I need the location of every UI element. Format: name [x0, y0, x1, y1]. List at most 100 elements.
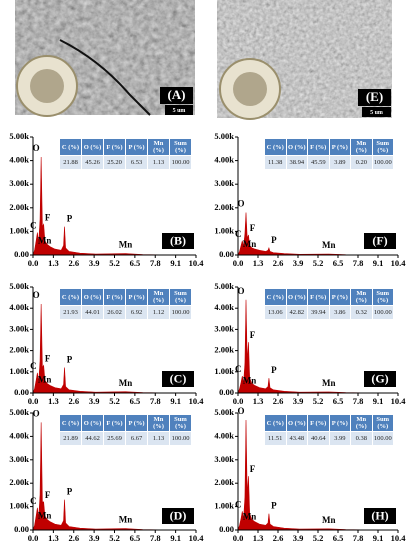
- data-cell: 44.01: [81, 305, 104, 320]
- panel-label: (C): [170, 371, 187, 385]
- data-cell: 0.32: [350, 305, 373, 320]
- data-cell: 44.62: [81, 431, 104, 446]
- peak-label: O: [33, 143, 40, 153]
- y-tick-label: 3.00k: [9, 454, 29, 464]
- peak-label: C: [235, 364, 242, 374]
- y-tick-label: 4.00k: [9, 430, 29, 440]
- y-tick-label: 3.00k: [214, 454, 234, 464]
- header-cell: Sum (%): [169, 414, 192, 432]
- y-tick-label: 0.00: [219, 387, 234, 397]
- peak-label: Mn: [119, 240, 133, 250]
- x-tick-label: 3.9: [89, 258, 100, 268]
- x-tick-label: 9.1: [373, 258, 384, 268]
- x-tick-label: 7.8: [353, 396, 364, 406]
- header-cell: Mn (%): [147, 288, 170, 306]
- x-tick-label: 1.3: [48, 258, 59, 268]
- header-cell: Sum (%): [169, 288, 192, 306]
- y-tick-label: 1.00k: [9, 366, 29, 376]
- header-cell: O (%): [81, 138, 104, 156]
- peak-label: O: [237, 406, 244, 416]
- header-cell: Mn (%): [147, 414, 170, 432]
- y-tick-label: 1.00k: [214, 501, 234, 511]
- data-cell: 1.13: [147, 155, 170, 170]
- data-cell: 26.02: [103, 305, 126, 320]
- header-cell: Mn (%): [147, 138, 170, 156]
- data-cell: 21.89: [59, 431, 82, 446]
- y-tick-label: 5.00k: [214, 407, 234, 417]
- header-cell: F (%): [103, 138, 126, 156]
- y-tick-label: 4.00k: [214, 155, 234, 165]
- x-tick-label: 10.4: [189, 533, 205, 543]
- data-row: 11.38 38.94 45.59 3.89 0.20 100.00: [264, 155, 394, 170]
- header-row: C (%) O (%) F (%) P (%) Mn (%) Sum (%): [59, 414, 192, 432]
- x-tick-label: 5.2: [109, 258, 120, 268]
- y-tick-label: 5.00k: [9, 281, 29, 291]
- y-tick-label: 1.00k: [9, 501, 29, 511]
- peak-label: O: [237, 286, 244, 296]
- y-tick-label: 2.00k: [214, 477, 234, 487]
- label-box: [160, 87, 193, 104]
- x-tick-label: 2.6: [273, 533, 284, 543]
- data-cell: 11.51: [264, 431, 287, 446]
- x-tick-label: 5.2: [109, 396, 120, 406]
- x-tick-label: 6.5: [130, 258, 141, 268]
- header-cell: Sum (%): [371, 288, 394, 306]
- header-row: C (%) O (%) F (%) P (%) Mn (%) Sum (%): [264, 414, 394, 432]
- y-tick-label: 3.00k: [9, 178, 29, 188]
- label-box: [364, 508, 396, 524]
- peak-label: F: [250, 330, 256, 340]
- peak-label: P: [271, 365, 277, 375]
- data-cell: 21.93: [59, 305, 82, 320]
- header-cell: C (%): [264, 288, 287, 306]
- x-tick-label: 1.3: [253, 533, 264, 543]
- header-cell: P (%): [125, 138, 148, 156]
- data-row: 13.06 42.82 39.94 3.86 0.32 100.00: [264, 305, 394, 320]
- scale-bar-label: 5 um: [173, 108, 186, 114]
- x-tick-label: 5.2: [313, 533, 324, 543]
- x-tick-label: 10.4: [189, 396, 205, 406]
- scale-bar-label: 5 um: [370, 110, 383, 116]
- peak-label: C: [235, 229, 242, 239]
- header-cell: C (%): [264, 138, 287, 156]
- x-tick-label: 2.6: [68, 533, 79, 543]
- header-cell: Mn (%): [350, 414, 373, 432]
- x-tick-label: 10.4: [391, 533, 407, 543]
- x-tick-label: 6.5: [333, 396, 344, 406]
- data-cell: 3.89: [328, 155, 351, 170]
- x-tick-label: 2.6: [273, 258, 284, 268]
- peak-label: P: [271, 235, 277, 245]
- peak-label: Mn: [38, 510, 52, 520]
- peak-label: O: [237, 199, 244, 209]
- x-tick-label: 0.0: [28, 258, 39, 268]
- y-tick-label: 3.00k: [214, 323, 234, 333]
- panel-label: (A): [167, 87, 185, 102]
- peak-label: Mn: [243, 376, 257, 386]
- data-cell: 1.13: [147, 431, 170, 446]
- x-tick-label: 7.8: [150, 533, 161, 543]
- data-cell: 13.06: [264, 305, 287, 320]
- x-tick-label: 2.6: [68, 396, 79, 406]
- x-tick-label: 3.9: [89, 533, 100, 543]
- peak-label: P: [67, 355, 73, 365]
- data-cell: 100.00: [169, 431, 192, 446]
- header-cell: P (%): [328, 414, 351, 432]
- data-cell: 100.00: [169, 155, 192, 170]
- data-cell: 39.94: [307, 305, 330, 320]
- header-cell: Mn (%): [350, 138, 373, 156]
- peak-label: F: [45, 354, 51, 364]
- header-cell: F (%): [307, 414, 330, 432]
- sample-spot: [30, 69, 64, 103]
- y-tick-label: 2.00k: [9, 345, 29, 355]
- data-cell: 40.64: [307, 431, 330, 446]
- header-cell: P (%): [328, 138, 351, 156]
- x-tick-label: 3.9: [89, 396, 100, 406]
- x-tick-label: 2.6: [68, 258, 79, 268]
- data-cell: 0.20: [350, 155, 373, 170]
- data-cell: 25.20: [103, 155, 126, 170]
- header-cell: C (%): [264, 414, 287, 432]
- spectrum: [237, 299, 399, 394]
- crack: [59, 39, 151, 116]
- x-tick-label: 9.1: [170, 258, 181, 268]
- peak-label: Mn: [119, 515, 133, 525]
- data-cell: 6.92: [125, 305, 148, 320]
